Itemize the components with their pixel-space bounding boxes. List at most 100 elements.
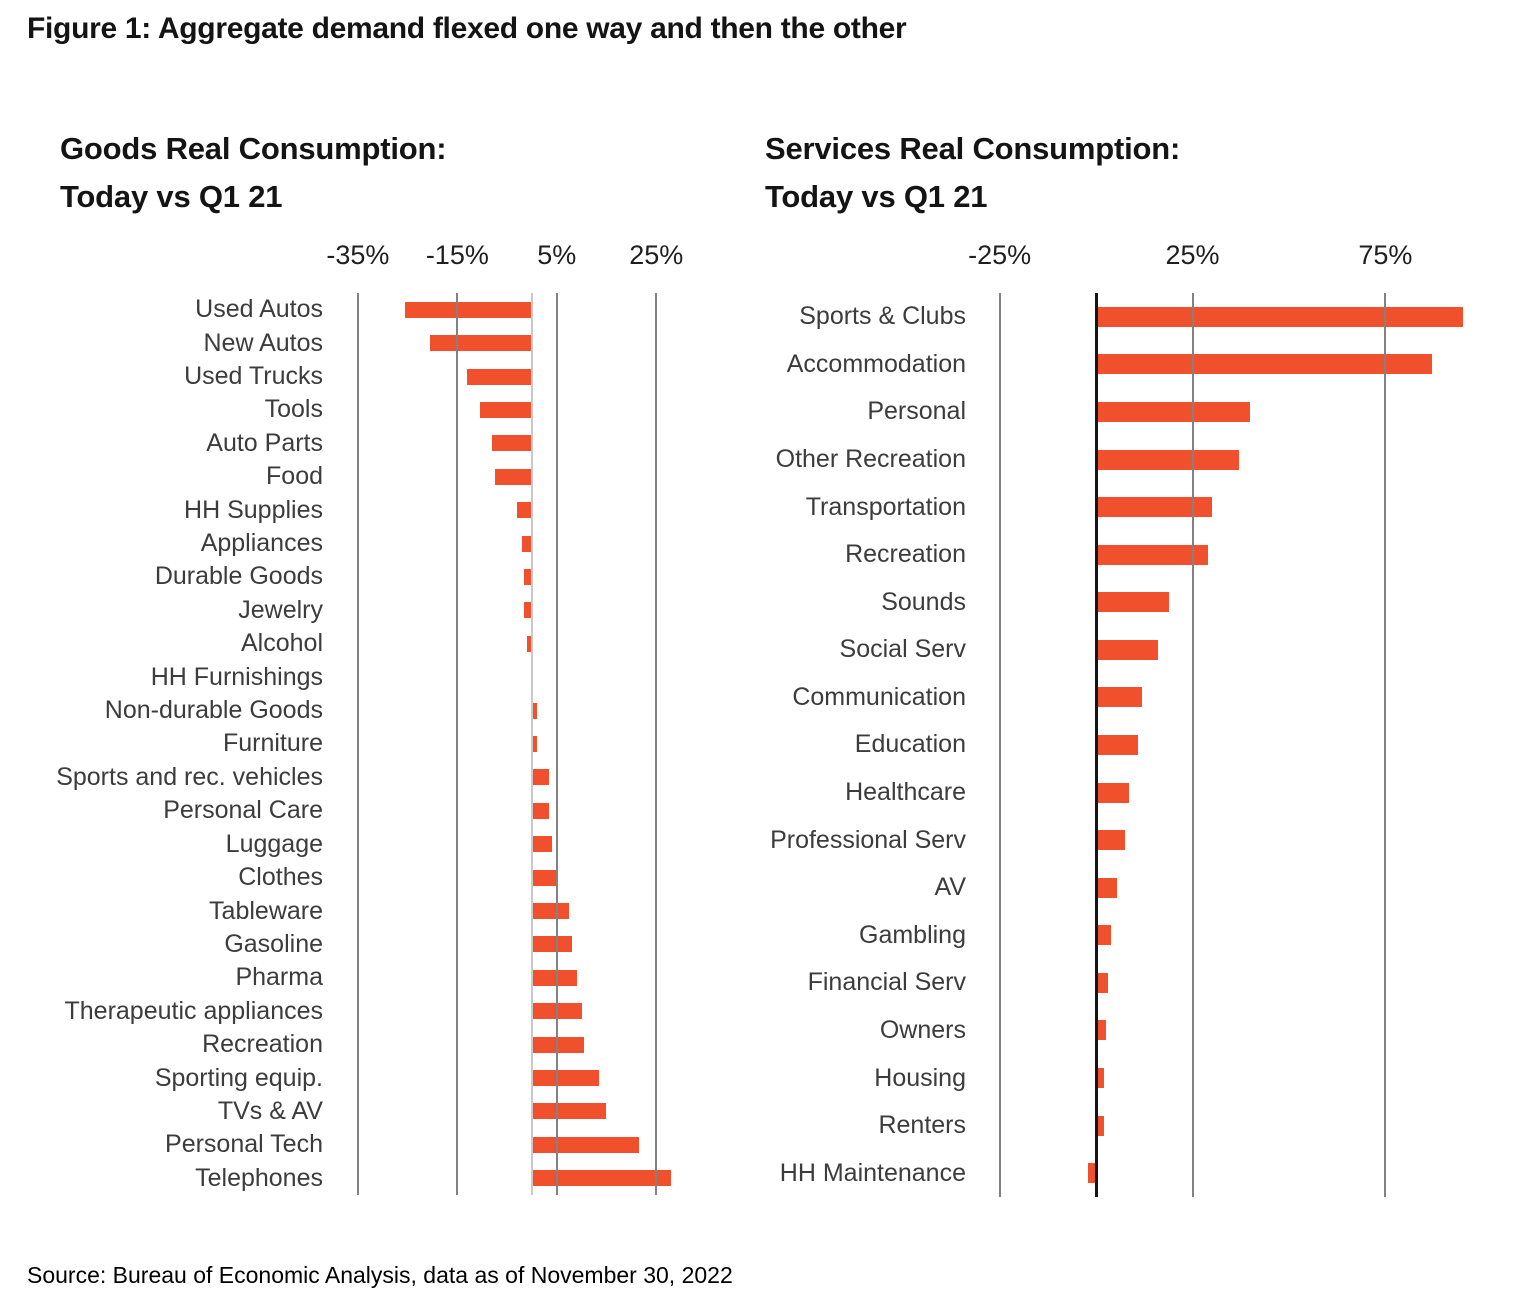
bar-row	[335, 1128, 700, 1161]
axis-tick-label: -15%	[425, 240, 489, 270]
bar	[531, 1170, 672, 1187]
goods-plot-area	[335, 293, 700, 1195]
bar	[467, 368, 532, 385]
goods-chart-title-line1: Goods Real Consumption:	[60, 131, 447, 166]
bar	[531, 1103, 607, 1120]
category-label: Education	[854, 730, 966, 759]
axis-tick-label: -25%	[968, 240, 1032, 270]
goods-chart-title: Goods Real Consumption: Today vs Q1 21	[60, 125, 700, 221]
bar-row	[978, 1054, 1495, 1102]
bar-row	[978, 1007, 1495, 1055]
bar-row	[335, 861, 700, 894]
category-label: Sports and rec. vehicles	[56, 762, 323, 791]
zero-axis-line	[530, 293, 533, 1195]
category-label: Luggage	[225, 829, 323, 858]
bar-row	[335, 1061, 700, 1094]
bar-row	[978, 293, 1495, 341]
bar-row	[335, 1028, 700, 1061]
bar	[1096, 830, 1125, 851]
services-x-axis: -25% 25% 75%	[968, 235, 1495, 271]
bar	[531, 1036, 585, 1053]
bar	[1096, 592, 1170, 613]
category-label: Personal Tech	[165, 1130, 323, 1159]
bar-row	[978, 531, 1495, 579]
category-label: Pharma	[235, 963, 323, 992]
services-chart-title-line2: Today vs Q1 21	[765, 179, 988, 215]
category-label: Sports & Clubs	[799, 302, 966, 331]
bar	[524, 568, 532, 585]
bar	[1096, 734, 1139, 755]
bar-row	[335, 928, 700, 961]
goods-chart: Goods Real Consumption: Today vs Q1 21 -…	[27, 125, 700, 1195]
bar	[1096, 639, 1158, 660]
bar-row	[978, 626, 1495, 674]
gridline	[356, 293, 359, 1195]
category-label: Durable Goods	[154, 562, 323, 591]
services-plot-area	[978, 293, 1495, 1197]
bar	[1096, 1020, 1106, 1041]
bar-row	[978, 816, 1495, 864]
bar-row	[978, 388, 1495, 436]
category-label: Housing	[874, 1063, 966, 1092]
category-label: Alcohol	[241, 629, 323, 658]
bar	[1096, 401, 1251, 422]
bar-row	[978, 436, 1495, 484]
bar	[429, 335, 532, 352]
bar-row	[978, 959, 1495, 1007]
bar-row	[335, 961, 700, 994]
bar-row	[335, 427, 700, 460]
goods-chart-title-line2: Today vs Q1 21	[60, 179, 283, 215]
category-label: Gasoline	[224, 929, 323, 958]
bar	[531, 936, 572, 953]
category-label: Social Serv	[839, 635, 966, 664]
bar	[1096, 925, 1112, 946]
bar	[531, 702, 537, 719]
bar	[1096, 1115, 1104, 1136]
bar	[531, 969, 577, 986]
bar-row	[335, 460, 700, 493]
bar	[1096, 354, 1432, 375]
goods-bars	[335, 293, 700, 1195]
bar	[1096, 1068, 1104, 1089]
bar	[531, 903, 570, 920]
category-label: Recreation	[845, 540, 966, 569]
category-label: Food	[266, 462, 323, 491]
bar-row	[978, 1102, 1495, 1150]
goods-x-axis: -35% -15% 5% 25%	[326, 235, 700, 271]
bar-row	[978, 341, 1495, 389]
category-label: Furniture	[222, 729, 323, 758]
category-label: Used Autos	[195, 295, 323, 324]
bar-row	[978, 864, 1495, 912]
bar-row	[335, 1095, 700, 1128]
bar-row	[335, 594, 700, 627]
bar	[1088, 1163, 1097, 1184]
bar	[531, 836, 552, 853]
category-label: Auto Parts	[206, 428, 323, 457]
services-bars	[978, 293, 1495, 1197]
category-label: Financial Serv	[807, 968, 966, 997]
category-label: HH Furnishings	[150, 662, 323, 691]
gridline	[1191, 293, 1194, 1197]
bar	[405, 301, 532, 318]
gridline	[655, 293, 658, 1195]
bar-row	[978, 483, 1495, 531]
services-chart-title-line1: Services Real Consumption:	[765, 131, 1181, 166]
axis-tick-label: 25%	[1165, 240, 1220, 270]
bar-row	[335, 761, 700, 794]
services-chart-title: Services Real Consumption: Today vs Q1 2…	[765, 125, 1495, 221]
goods-category-labels: Used Autos New Autos Used Trucks Tools Auto …	[27, 293, 323, 1195]
category-label: Transportation	[805, 492, 966, 521]
axis-tick-label: 75%	[1358, 240, 1413, 270]
bar	[1096, 497, 1212, 518]
bar-row	[335, 326, 700, 359]
bar-row	[335, 660, 700, 693]
gridline	[998, 293, 1001, 1197]
category-label: Gambling	[859, 920, 966, 949]
bar	[526, 635, 532, 652]
bar	[531, 802, 550, 819]
bar	[1096, 782, 1129, 803]
category-label: Professional Serv	[770, 825, 966, 854]
bar-row	[335, 995, 700, 1028]
source-note: Source: Bureau of Economic Analysis, dat…	[27, 1262, 733, 1288]
